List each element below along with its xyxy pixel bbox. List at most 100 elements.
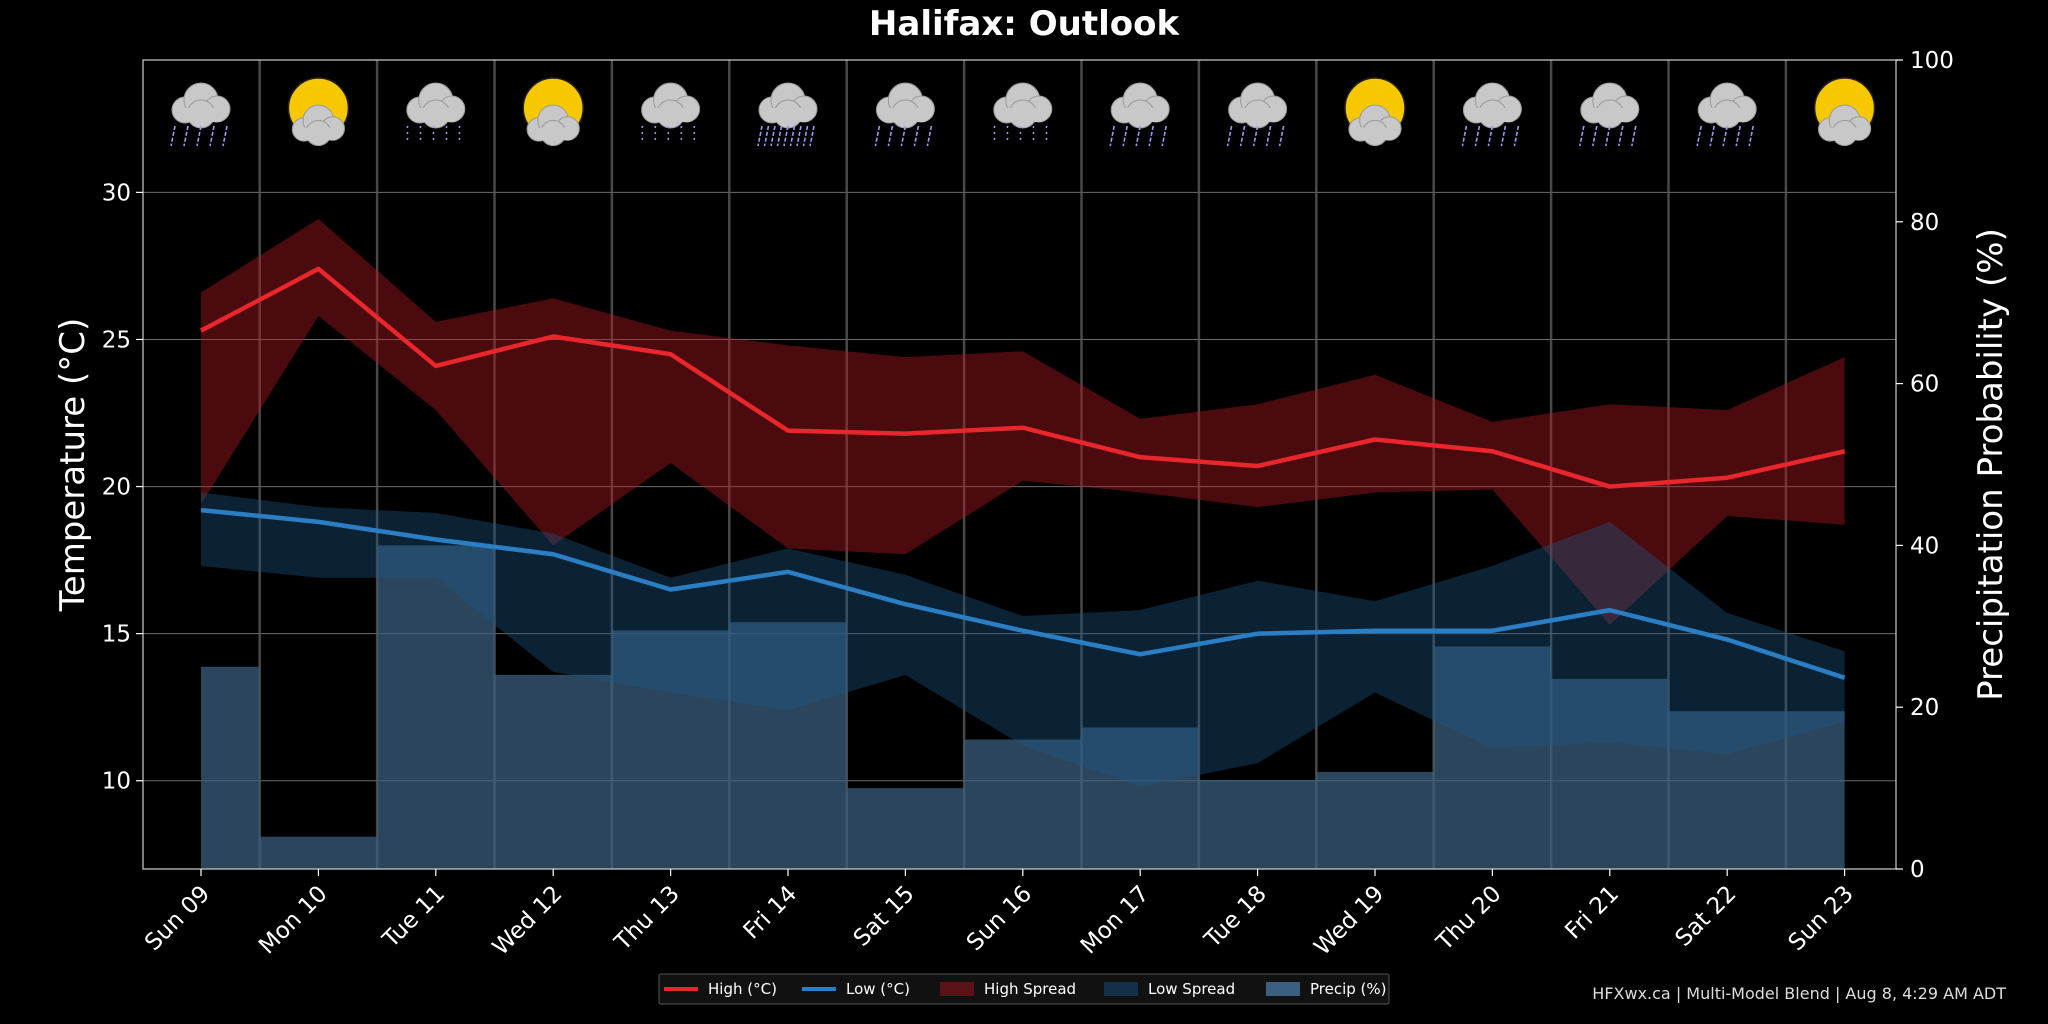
y2-tick-label: 40	[1910, 533, 1939, 559]
legend-entry: High Spread	[940, 980, 1076, 998]
cloud-base	[1585, 108, 1634, 122]
rain-streak	[783, 125, 789, 147]
precip-bar	[611, 630, 730, 869]
rain-streak	[1252, 125, 1259, 147]
rain-streak	[1513, 125, 1520, 147]
weather-icons	[170, 77, 1876, 147]
rain-streak	[1265, 125, 1272, 147]
rain-streak	[757, 125, 763, 147]
snow-dash	[1019, 131, 1022, 136]
x-tick-label: Sat 22	[1671, 881, 1742, 952]
x-tick-label: Sun 09	[140, 881, 215, 956]
legend-entry: High (°C)	[664, 980, 777, 998]
cloud-base	[177, 108, 225, 122]
precip-bar	[201, 666, 260, 869]
rain-streak	[1500, 125, 1507, 147]
snow-dash	[692, 125, 696, 130]
y2-tick-label: 60	[1910, 372, 1939, 398]
high-spread-band	[201, 218, 1845, 625]
snow-dash	[1006, 131, 1009, 136]
cloud-base	[1353, 127, 1397, 141]
rain-streak	[196, 125, 202, 147]
rain-streak	[887, 125, 894, 147]
snow-dash	[993, 131, 996, 136]
snow-dash	[419, 125, 422, 130]
precip-bar	[1785, 711, 1845, 869]
x-tick-label: Tue 18	[1199, 881, 1272, 954]
snow-dash	[445, 137, 448, 142]
snow-dash	[1032, 125, 1035, 130]
snow-dash	[993, 125, 996, 130]
cloud-base	[646, 108, 695, 122]
x-tick-label: Thu 20	[1431, 881, 1507, 957]
legend-label: Low Spread	[1148, 980, 1235, 998]
snow-dash	[445, 125, 448, 130]
snow-dash	[1045, 131, 1048, 136]
snow-dash	[406, 125, 409, 130]
snow-dash	[679, 131, 683, 136]
rain-streak	[1461, 125, 1468, 147]
rain-streak	[1122, 125, 1128, 147]
rain-icon	[1579, 82, 1640, 147]
y-tick-label: 30	[102, 180, 131, 206]
snow-dash	[679, 125, 683, 130]
chart-title: Halifax: Outlook	[869, 4, 1181, 44]
rain-streak	[1748, 125, 1754, 147]
cloud-base	[1116, 108, 1165, 122]
legend-label: Low (°C)	[846, 980, 910, 998]
rain-streak	[1696, 125, 1702, 147]
snow-dash	[666, 131, 670, 136]
snow-dash	[1019, 137, 1022, 142]
partly-cloudy-icon	[522, 77, 584, 147]
rain-streak	[926, 125, 933, 147]
rain-icon	[1696, 82, 1757, 147]
rain-streak	[1709, 125, 1715, 147]
footer-credit: HFXwx.ca | Multi-Model Blend | Aug 8, 4:…	[1592, 984, 2006, 1003]
x-tick-label: Fri 21	[1560, 881, 1624, 945]
cloud-base	[531, 127, 575, 141]
snow-dash	[458, 131, 461, 136]
cloud-base	[296, 127, 340, 141]
x-tick-label: Sun 16	[962, 881, 1037, 956]
snow-dash	[419, 137, 422, 142]
rain-streak	[874, 125, 881, 147]
partly-cloudy-icon	[287, 77, 350, 147]
rain-streak	[1735, 125, 1741, 147]
x-tick-label: Sat 15	[849, 881, 920, 952]
precip-bar	[1081, 727, 1199, 869]
y2-tick-label: 0	[1910, 857, 1925, 883]
precip-bar	[1551, 678, 1669, 869]
precip-bar	[259, 836, 378, 869]
rain-icon	[1226, 82, 1288, 147]
snow-dash	[692, 137, 696, 142]
snow-dash	[1045, 125, 1048, 130]
snow-dash	[406, 137, 409, 142]
precip-bars	[201, 545, 1845, 869]
snow-dash	[1006, 137, 1009, 142]
precip-bar	[964, 739, 1082, 869]
x-tick-label: Wed 12	[488, 881, 568, 961]
plot-area	[142, 59, 1897, 870]
cloud-base	[1823, 127, 1867, 141]
snow-icon	[640, 82, 701, 142]
rain-streak	[1618, 125, 1624, 147]
partly-cloudy-icon	[1344, 77, 1406, 147]
snow-dash	[1032, 131, 1035, 136]
snow-dash	[432, 131, 435, 136]
rain-streak	[170, 125, 176, 147]
rain-streak	[802, 125, 809, 147]
rain-streak	[770, 125, 776, 147]
y2-axis-label: Precipitation Probability (%)	[1971, 228, 2011, 701]
precip-bar	[1198, 780, 1317, 869]
y2-tick-label: 100	[1910, 48, 1954, 74]
rain-streak	[1226, 125, 1233, 147]
y2-tick-label: 80	[1910, 210, 1939, 236]
rain-streak	[1487, 125, 1494, 147]
rain-streak	[183, 125, 189, 147]
rain-streak	[776, 125, 783, 147]
legend-swatch	[940, 982, 974, 996]
snow-dash	[653, 137, 657, 142]
snow-icon	[993, 82, 1053, 142]
snow-dash	[653, 131, 657, 136]
